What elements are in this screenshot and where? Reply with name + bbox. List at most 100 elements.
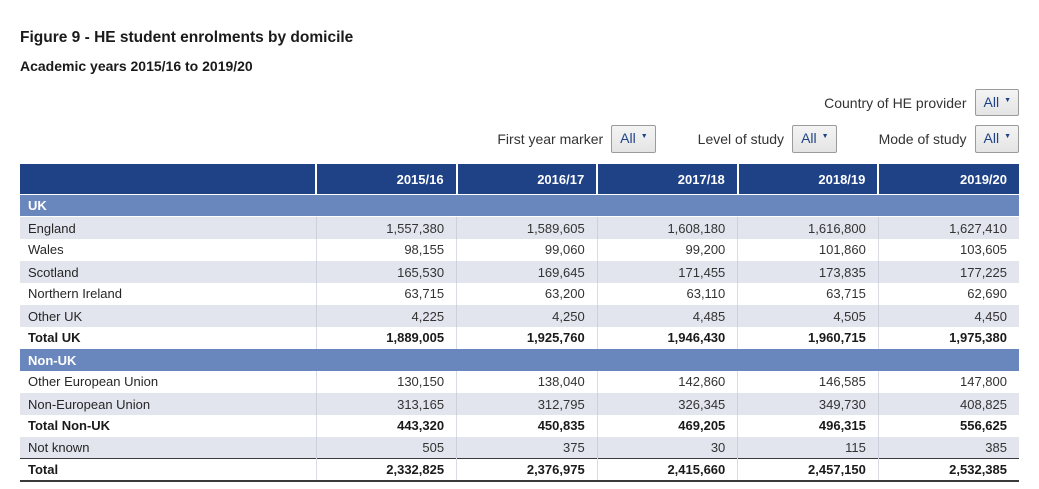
row-label: Total Non-UK [28, 418, 111, 434]
table-row: Wales 98,155 99,060 99,200 101,860 103,605 [20, 238, 1019, 261]
section-label: UK [20, 194, 1019, 217]
filter-first-year-value: All [620, 130, 636, 147]
value-cell: 169,645 [456, 260, 598, 283]
row-label: Other UK [20, 304, 316, 327]
value-cell: 63,200 [456, 282, 598, 305]
value-cell: 312,795 [456, 392, 598, 415]
row-label: Non-European Union [20, 392, 316, 415]
year-column-header: 2018/19 [736, 163, 879, 195]
value-cell: 138,040 [456, 370, 598, 393]
filter-country-value: All [983, 94, 1000, 110]
value-cell: 1,889,005 [315, 326, 457, 349]
value-cell: 165,530 [315, 260, 457, 283]
filter-mode-dropdown[interactable]: All ▼ [974, 125, 1019, 153]
value-cell: 1,627,410 [877, 216, 1019, 239]
value-cell: 146,585 [737, 370, 879, 393]
row-label: Total [20, 458, 316, 482]
filters-row-1: Country of HE provider All ▼ [20, 89, 1019, 117]
value-cell: 99,200 [596, 238, 738, 261]
row-label: Scotland [20, 260, 316, 283]
filter-first-year-marker: First year marker All ▼ [497, 125, 656, 153]
value-cell: 408,825 [877, 392, 1019, 415]
value-cell: 1,608,180 [596, 216, 738, 239]
value-cell: 115 [737, 436, 879, 459]
value-cell: 177,225 [877, 260, 1019, 283]
table-body: UK England 1,557,380 1,589,605 1,608,180 1,61… [20, 194, 1019, 482]
filter-mode-value: All [983, 130, 1000, 147]
value-cell: 2,332,825 [315, 458, 457, 482]
figure-title: Figure 9 - HE student enrolments by domi… [20, 29, 354, 46]
enrolments-table: 2015/16 2016/17 2017/18 2018/19 2019/20 UK En… [20, 163, 1019, 482]
value-cell: 1,925,760 [456, 326, 598, 349]
filter-mode-label: Mode of study [878, 131, 967, 148]
value-cell: 1,557,380 [315, 216, 457, 239]
filters-row-2: First year marker All ▼ Level of study A… [20, 125, 1019, 153]
value-cell: 496,315 [737, 414, 879, 437]
table-row: Scotland 165,530 169,645 171,455 173,835 177,… [20, 260, 1019, 283]
value-cell: 98,155 [315, 238, 457, 261]
value-cell: 1,975,380 [877, 326, 1019, 349]
filter-level-of-study: Level of study All ▼ [697, 125, 837, 153]
section-row: Non-UK [20, 348, 1019, 371]
value-cell: 349,730 [737, 392, 879, 415]
value-cell: 171,455 [596, 260, 738, 283]
value-cell: 63,715 [737, 282, 879, 305]
row-label: England [20, 216, 316, 239]
table-row: Total 2,332,825 2,376,975 2,415,660 2,457,15… [20, 458, 1019, 482]
value-cell: 326,345 [596, 392, 738, 415]
value-cell: 375 [456, 436, 598, 459]
value-cell: 385 [877, 436, 1019, 459]
value-cell: 556,625 [877, 414, 1019, 437]
section-label: Non-UK [20, 348, 1019, 371]
row-label: Other European Union [28, 374, 159, 390]
value-cell: 1,946,430 [596, 326, 738, 349]
value-cell: 2,376,975 [456, 458, 598, 482]
value-cell: 2,415,660 [596, 458, 738, 482]
value-cell: 1,589,605 [456, 216, 598, 239]
value-cell: 4,250 [456, 304, 598, 327]
value-cell: 1,960,715 [737, 326, 879, 349]
year-column-header: 2017/18 [596, 163, 738, 195]
value-cell: 469,205 [596, 414, 738, 437]
value-cell: 101,860 [737, 238, 879, 261]
value-cell: 4,505 [737, 304, 879, 327]
filter-first-year-dropdown[interactable]: All ▼ [611, 125, 656, 153]
chevron-down-icon: ▼ [1004, 133, 1011, 141]
table-header-row: 2015/16 2016/17 2017/18 2018/19 2019/20 [20, 163, 1019, 195]
table-corner-cell [20, 163, 316, 195]
filter-country-label: Country of HE provider [824, 94, 967, 111]
filter-level-dropdown[interactable]: All ▼ [792, 125, 837, 153]
figure-subtitle: Academic years 2015/16 to 2019/20 [20, 58, 253, 74]
table-row: Not known 505 375 30 115 385 [20, 436, 1019, 459]
value-cell: 1,616,800 [737, 216, 879, 239]
table-row: England 1,557,380 1,589,605 1,608,180 1,616,… [20, 216, 1019, 239]
filter-country-dropdown[interactable]: All ▼ [974, 89, 1019, 117]
table-row: Other European Union 130,150 138,040 142,86… [20, 370, 1019, 393]
row-label: Not known [20, 436, 316, 459]
value-cell: 63,715 [315, 282, 457, 305]
value-cell: 450,835 [456, 414, 598, 437]
chevron-down-icon: ▼ [640, 133, 648, 141]
table-row: Other UK 4,225 4,250 4,485 4,505 4,450 [20, 304, 1019, 327]
table-row: Total UK 1,889,005 1,925,760 1,946,430 1,960… [20, 326, 1019, 349]
value-cell: 4,485 [596, 304, 738, 327]
filter-level-label: Level of study [697, 131, 785, 148]
filter-first-year-label: First year marker [497, 131, 604, 148]
value-cell: 2,532,385 [877, 458, 1019, 482]
table-row: Total Non-UK 443,320 450,835 469,205 496,315… [20, 414, 1019, 437]
value-cell: 130,150 [315, 370, 457, 393]
row-label: Wales [28, 242, 64, 258]
value-cell: 4,225 [315, 304, 457, 327]
section-row: UK [20, 194, 1019, 217]
chevron-down-icon: ▼ [821, 133, 829, 141]
row-label: Northern Ireland [28, 286, 122, 302]
value-cell: 2,457,150 [737, 458, 879, 482]
table-header: 2015/16 2016/17 2017/18 2018/19 2019/20 [20, 163, 1019, 195]
filter-mode-of-study: Mode of study All ▼ [878, 125, 1019, 153]
value-cell: 147,800 [877, 370, 1019, 393]
value-cell: 63,110 [596, 282, 738, 305]
table-row: Northern Ireland 63,715 63,200 63,110 63,715… [20, 282, 1019, 305]
value-cell: 142,860 [596, 370, 738, 393]
chevron-down-icon: ▼ [1004, 96, 1011, 104]
